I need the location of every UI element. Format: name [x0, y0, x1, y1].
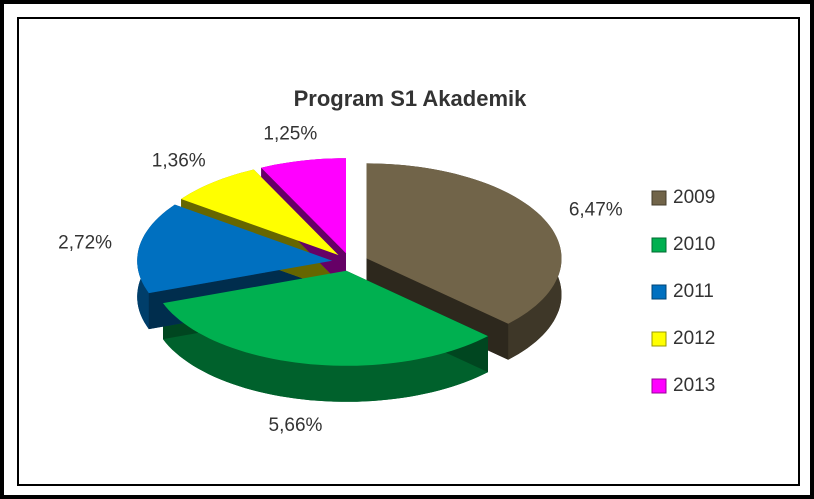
legend-label: 2011 [673, 281, 714, 302]
pie-slice [163, 270, 488, 366]
data-label: 1,36% [152, 151, 206, 172]
pie-slice [137, 204, 333, 294]
legend-label: 2012 [673, 328, 715, 349]
pie-slice [366, 163, 562, 324]
legend-swatch [651, 378, 667, 394]
data-label: 6,47% [569, 199, 623, 220]
chart-title: Program S1 Akademik [294, 86, 527, 111]
legend-swatch [651, 190, 667, 206]
legend-label: 2009 [673, 187, 715, 208]
pie-slice [261, 158, 346, 254]
legend-swatch [651, 331, 667, 347]
legend-label: 2010 [673, 234, 715, 255]
legend-swatch [651, 237, 667, 253]
data-label: 5,66% [269, 415, 323, 436]
slice-side [163, 303, 488, 402]
data-label: 2,72% [58, 233, 112, 254]
pie-slice [181, 169, 339, 256]
legend-swatch [651, 284, 667, 300]
legend-label: 2013 [673, 375, 715, 396]
data-label: 1,25% [263, 124, 317, 145]
